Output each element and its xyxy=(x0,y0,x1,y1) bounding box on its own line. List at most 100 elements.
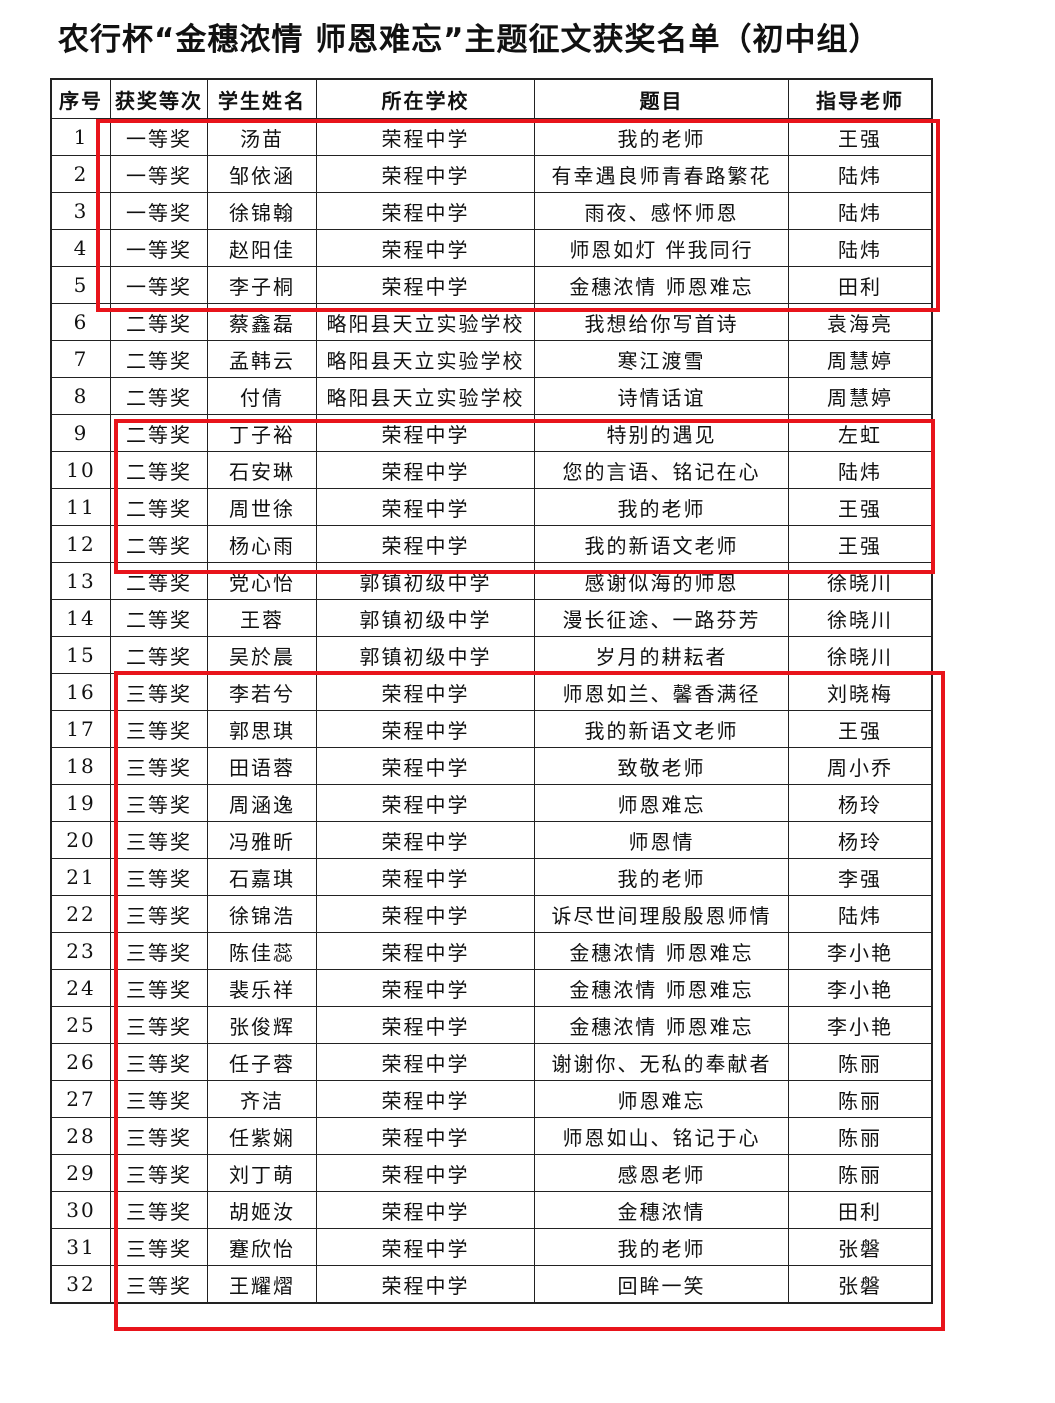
teacher-cell: 刘晓梅 xyxy=(788,673,933,711)
award-level-cell: 二等奖 xyxy=(110,488,208,526)
student-name-cell: 李子桐 xyxy=(207,266,317,304)
serial-cell: 16 xyxy=(50,673,111,711)
table-row: 7 二等奖 孟韩云 略阳县天立实验学校 寒江渡雪 周慧婷 xyxy=(50,340,933,378)
essay-title-cell: 金穗浓情 师恩难忘 xyxy=(534,1006,789,1044)
award-level-cell: 三等奖 xyxy=(110,969,208,1007)
essay-title-cell: 诉尽世间理殷殷恩师情 xyxy=(534,895,789,933)
essay-title-cell: 雨夜、感怀师恩 xyxy=(534,192,789,230)
student-name-cell: 石嘉琪 xyxy=(207,858,317,896)
teacher-cell: 徐晓川 xyxy=(788,636,933,674)
award-level-cell: 三等奖 xyxy=(110,747,208,785)
serial-cell: 9 xyxy=(50,414,111,452)
essay-title-cell: 师恩情 xyxy=(534,821,789,859)
essay-title-cell: 师恩难忘 xyxy=(534,1080,789,1118)
table-row: 18 三等奖 田语蓉 荣程中学 致敬老师 周小乔 xyxy=(50,747,933,785)
serial-cell: 19 xyxy=(50,784,111,822)
award-level-cell: 三等奖 xyxy=(110,710,208,748)
teacher-cell: 杨玲 xyxy=(788,784,933,822)
student-name-cell: 石安琳 xyxy=(207,451,317,489)
student-name-cell: 蹇欣怡 xyxy=(207,1228,317,1266)
serial-cell: 18 xyxy=(50,747,111,785)
teacher-cell: 陈丽 xyxy=(788,1154,933,1192)
award-level-cell: 三等奖 xyxy=(110,1154,208,1192)
essay-title-cell: 您的言语、铭记在心 xyxy=(534,451,789,489)
serial-cell: 28 xyxy=(50,1117,111,1155)
essay-title-cell: 致敬老师 xyxy=(534,747,789,785)
student-name-cell: 付倩 xyxy=(207,377,317,415)
essay-title-cell: 感谢似海的师恩 xyxy=(534,562,789,600)
table-row: 22 三等奖 徐锦浩 荣程中学 诉尽世间理殷殷恩师情 陆炜 xyxy=(50,895,933,933)
school-cell: 荣程中学 xyxy=(316,155,535,193)
student-name-cell: 陈佳蕊 xyxy=(207,932,317,970)
table-row: 12 二等奖 杨心雨 荣程中学 我的新语文老师 王强 xyxy=(50,525,933,563)
essay-title-cell: 我的老师 xyxy=(534,858,789,896)
school-cell: 荣程中学 xyxy=(316,858,535,896)
school-cell: 略阳县天立实验学校 xyxy=(316,303,535,341)
essay-title-cell: 谢谢你、无私的奉献者 xyxy=(534,1043,789,1081)
school-cell: 郭镇初级中学 xyxy=(316,636,535,674)
serial-cell: 30 xyxy=(50,1191,111,1229)
student-name-cell: 汤苗 xyxy=(207,118,317,156)
student-name-cell: 赵阳佳 xyxy=(207,229,317,267)
award-level-cell: 二等奖 xyxy=(110,562,208,600)
serial-cell: 3 xyxy=(50,192,111,230)
student-name-cell: 刘丁萌 xyxy=(207,1154,317,1192)
essay-title-cell: 诗情话谊 xyxy=(534,377,789,415)
award-level-cell: 一等奖 xyxy=(110,229,208,267)
column-header: 获奖等次 xyxy=(110,78,208,119)
teacher-cell: 陆炜 xyxy=(788,895,933,933)
teacher-cell: 王强 xyxy=(788,488,933,526)
table-row: 5 一等奖 李子桐 荣程中学 金穗浓情 师恩难忘 田利 xyxy=(50,266,933,304)
serial-cell: 23 xyxy=(50,932,111,970)
serial-cell: 15 xyxy=(50,636,111,674)
essay-title-cell: 金穗浓情 师恩难忘 xyxy=(534,932,789,970)
teacher-cell: 陆炜 xyxy=(788,451,933,489)
teacher-cell: 李小艳 xyxy=(788,932,933,970)
serial-cell: 1 xyxy=(50,118,111,156)
student-name-cell: 周涵逸 xyxy=(207,784,317,822)
table-row: 31 三等奖 蹇欣怡 荣程中学 我的老师 张磐 xyxy=(50,1228,933,1266)
serial-cell: 24 xyxy=(50,969,111,1007)
award-level-cell: 二等奖 xyxy=(110,451,208,489)
award-level-cell: 三等奖 xyxy=(110,1191,208,1229)
teacher-cell: 左虹 xyxy=(788,414,933,452)
award-level-cell: 二等奖 xyxy=(110,599,208,637)
essay-title-cell: 我的新语文老师 xyxy=(534,525,789,563)
teacher-cell: 李小艳 xyxy=(788,969,933,1007)
essay-title-cell: 感恩老师 xyxy=(534,1154,789,1192)
teacher-cell: 田利 xyxy=(788,1191,933,1229)
essay-title-cell: 寒江渡雪 xyxy=(534,340,789,378)
award-level-cell: 二等奖 xyxy=(110,377,208,415)
table-row: 27 三等奖 齐洁 荣程中学 师恩难忘 陈丽 xyxy=(50,1080,933,1118)
table-row: 8 二等奖 付倩 略阳县天立实验学校 诗情话谊 周慧婷 xyxy=(50,377,933,415)
school-cell: 荣程中学 xyxy=(316,784,535,822)
teacher-cell: 周慧婷 xyxy=(788,377,933,415)
essay-title-cell: 金穗浓情 xyxy=(534,1191,789,1229)
student-name-cell: 冯雅昕 xyxy=(207,821,317,859)
school-cell: 荣程中学 xyxy=(316,710,535,748)
serial-cell: 13 xyxy=(50,562,111,600)
school-cell: 郭镇初级中学 xyxy=(316,562,535,600)
table-row: 14 二等奖 王蓉 郭镇初级中学 漫长征途、一路芬芳 徐晓川 xyxy=(50,599,933,637)
teacher-cell: 徐晓川 xyxy=(788,562,933,600)
essay-title-cell: 我的新语文老师 xyxy=(534,710,789,748)
column-header: 所在学校 xyxy=(316,78,535,119)
teacher-cell: 陆炜 xyxy=(788,229,933,267)
student-name-cell: 胡姬汝 xyxy=(207,1191,317,1229)
school-cell: 荣程中学 xyxy=(316,932,535,970)
essay-title-cell: 漫长征途、一路芬芳 xyxy=(534,599,789,637)
essay-title-cell: 特别的遇见 xyxy=(534,414,789,452)
award-level-cell: 三等奖 xyxy=(110,673,208,711)
column-header: 序号 xyxy=(50,78,111,119)
serial-cell: 32 xyxy=(50,1265,111,1304)
school-cell: 郭镇初级中学 xyxy=(316,599,535,637)
serial-cell: 4 xyxy=(50,229,111,267)
student-name-cell: 齐洁 xyxy=(207,1080,317,1118)
teacher-cell: 陈丽 xyxy=(788,1043,933,1081)
essay-title-cell: 金穗浓情 师恩难忘 xyxy=(534,969,789,1007)
essay-title-cell: 师恩如兰、馨香满径 xyxy=(534,673,789,711)
award-level-cell: 二等奖 xyxy=(110,636,208,674)
teacher-cell: 杨玲 xyxy=(788,821,933,859)
essay-title-cell: 我的老师 xyxy=(534,488,789,526)
school-cell: 荣程中学 xyxy=(316,266,535,304)
